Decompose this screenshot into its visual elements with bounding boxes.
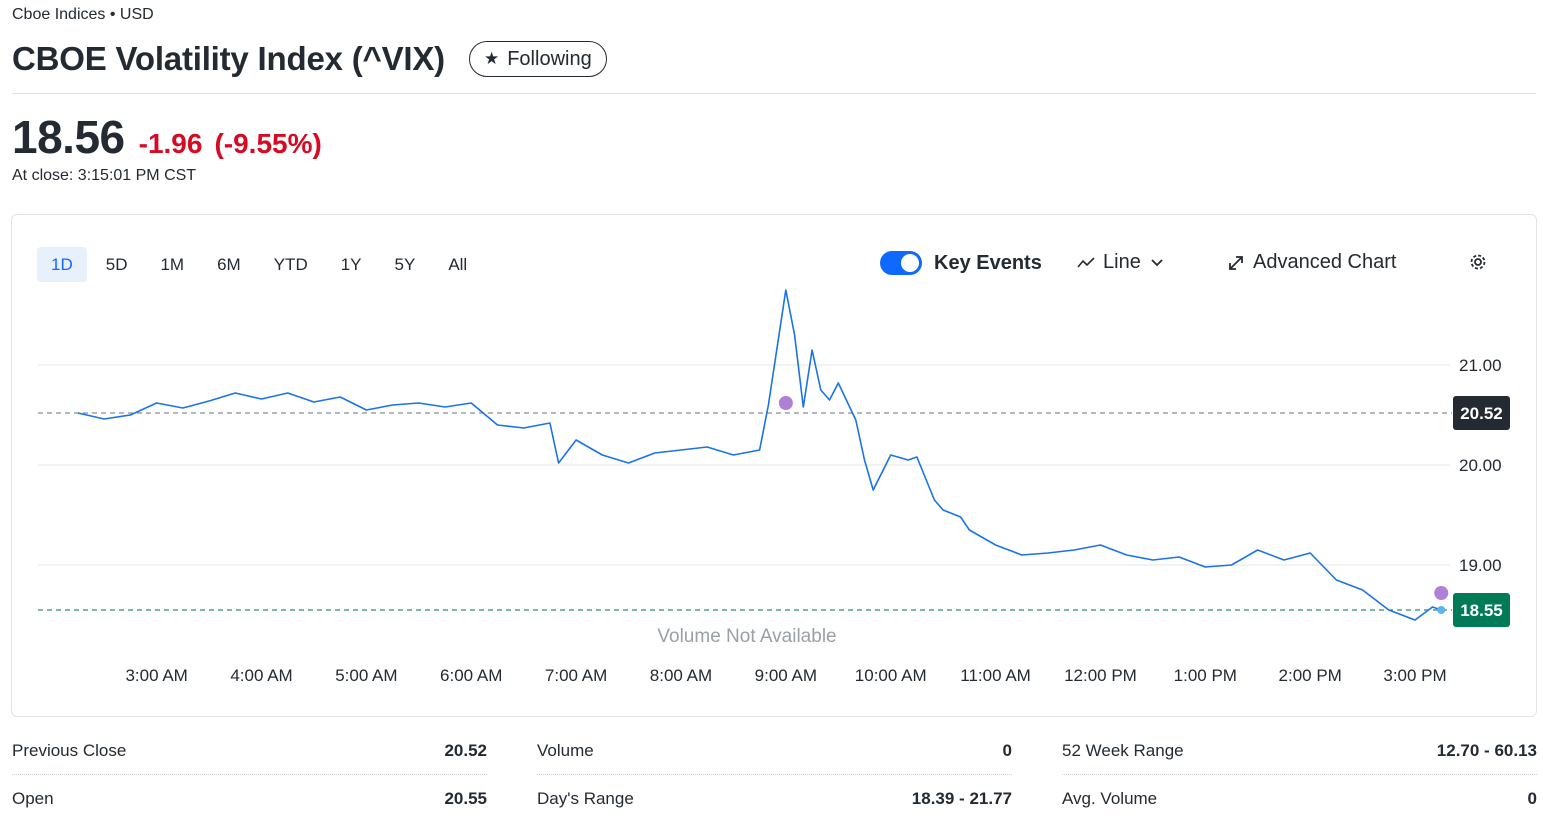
line-chart-icon <box>1077 255 1097 271</box>
x-tick-label: 5:00 AM <box>335 666 397 685</box>
x-tick-label: 3:00 PM <box>1383 666 1446 685</box>
range-tab-1d[interactable]: 1D <box>37 247 87 282</box>
x-tick-label: 12:00 PM <box>1064 666 1137 685</box>
stat-value: 0 <box>1002 740 1012 760</box>
stat-label: 52 Week Range <box>1062 740 1184 760</box>
y-tick-label: 19.00 <box>1459 556 1502 575</box>
stat-label: Day's Range <box>537 788 634 808</box>
stat-row: Volume 0 <box>537 727 1012 775</box>
divider <box>12 93 1536 94</box>
x-tick-label: 3:00 AM <box>125 666 187 685</box>
stat-value: 0 <box>1527 788 1537 808</box>
price-change-percent: (-9.55%) <box>214 128 322 159</box>
stat-label: Open <box>12 788 54 808</box>
chart-type-label: Line <box>1103 251 1141 273</box>
last-price-dot <box>1437 606 1446 614</box>
stat-value: 18.39 - 21.77 <box>911 788 1012 808</box>
star-icon: ★ <box>483 49 500 68</box>
quote-row: 18.56 -1.96 (-9.55%) <box>12 110 322 164</box>
stat-label: Avg. Volume <box>1062 788 1158 808</box>
chart-settings-button[interactable] <box>1467 251 1489 273</box>
x-tick-label: 7:00 AM <box>545 666 607 685</box>
x-tick-label: 6:00 AM <box>440 666 502 685</box>
stat-value: 12.70 - 60.13 <box>1436 740 1537 760</box>
key-event-marker[interactable] <box>778 396 793 410</box>
key-events-label: Key Events <box>934 251 1042 274</box>
stats-column: Previous Close 20.52 Open 20.55 <box>12 727 487 819</box>
close-time: At close: 3:15:01 PM CST <box>12 167 197 184</box>
advanced-chart-label: Advanced Chart <box>1253 251 1397 273</box>
y-tick-label: 20.00 <box>1459 456 1502 475</box>
key-events-toggle[interactable]: Key Events <box>880 251 1042 275</box>
range-tab-ytd[interactable]: YTD <box>273 254 308 274</box>
x-tick-label: 11:00 AM <box>960 666 1031 685</box>
x-tick-label: 10:00 AM <box>855 666 927 685</box>
price-line <box>77 289 1442 621</box>
price-chart[interactable]: 21.00 20.00 19.00 20.52 18.55 Volume Not Avai… <box>12 215 1538 718</box>
stat-value: 20.55 <box>444 788 487 808</box>
range-tab-5y[interactable]: 5Y <box>394 254 416 274</box>
last-price: 18.56 <box>12 111 125 163</box>
x-tick-label: 4:00 AM <box>230 666 292 685</box>
range-tabs: 1D 5D 1M 6M YTD 1Y 5Y All <box>37 247 486 282</box>
x-tick-label: 8:00 AM <box>650 666 712 685</box>
stat-row: Day's Range 18.39 - 21.77 <box>537 775 1012 819</box>
title-row: CBOE Volatility Index (^VIX) ★ Following <box>12 40 607 78</box>
range-tab-6m[interactable]: 6M <box>217 254 241 274</box>
stat-label: Previous Close <box>12 740 127 760</box>
stat-row: 52 Week Range 12.70 - 60.13 <box>1062 727 1537 775</box>
chart-card: 1D 5D 1M 6M YTD 1Y 5Y All Key Events Line Advan… <box>11 214 1537 717</box>
current-price-label: 18.55 <box>1460 601 1503 620</box>
previous-close-label: 20.52 <box>1460 404 1503 423</box>
price-change: -1.96 <box>138 128 203 159</box>
stat-label: Volume <box>537 740 594 760</box>
volume-not-available: Volume Not Available <box>657 626 836 647</box>
following-label: Following <box>507 47 592 70</box>
key-event-marker[interactable] <box>1434 586 1449 600</box>
stat-row: Open 20.55 <box>12 775 487 819</box>
range-tab-all[interactable]: All <box>448 254 468 274</box>
expand-icon <box>1227 254 1245 272</box>
range-tab-5d[interactable]: 5D <box>105 254 128 274</box>
x-tick-label: 9:00 AM <box>755 666 817 685</box>
page-title: CBOE Volatility Index (^VIX) <box>12 40 445 77</box>
chart-type-dropdown[interactable]: Line <box>1077 251 1163 274</box>
stat-row: Avg. Volume 0 <box>1062 775 1537 819</box>
toggle-switch[interactable] <box>880 251 922 275</box>
range-tab-1m[interactable]: 1M <box>160 254 185 274</box>
y-tick-label: 21.00 <box>1459 356 1502 375</box>
exchange-label: Cboe Indices • USD <box>12 6 154 23</box>
stats-column: Volume 0 Day's Range 18.39 - 21.77 <box>537 727 1012 819</box>
x-tick-label: 1:00 PM <box>1174 666 1237 685</box>
gear-icon <box>1467 251 1489 273</box>
following-button[interactable]: ★ Following <box>468 41 607 77</box>
range-tab-1y[interactable]: 1Y <box>340 254 362 274</box>
chevron-down-icon <box>1151 258 1163 267</box>
x-tick-label: 2:00 PM <box>1279 666 1342 685</box>
stat-value: 20.52 <box>444 740 487 760</box>
previous-close-badge <box>1453 396 1510 430</box>
stat-row: Previous Close 20.52 <box>12 727 487 775</box>
stats-column: 52 Week Range 12.70 - 60.13 Avg. Volume 0 <box>1062 727 1537 819</box>
current-price-badge <box>1453 593 1510 627</box>
advanced-chart-button[interactable]: Advanced Chart <box>1227 251 1396 274</box>
